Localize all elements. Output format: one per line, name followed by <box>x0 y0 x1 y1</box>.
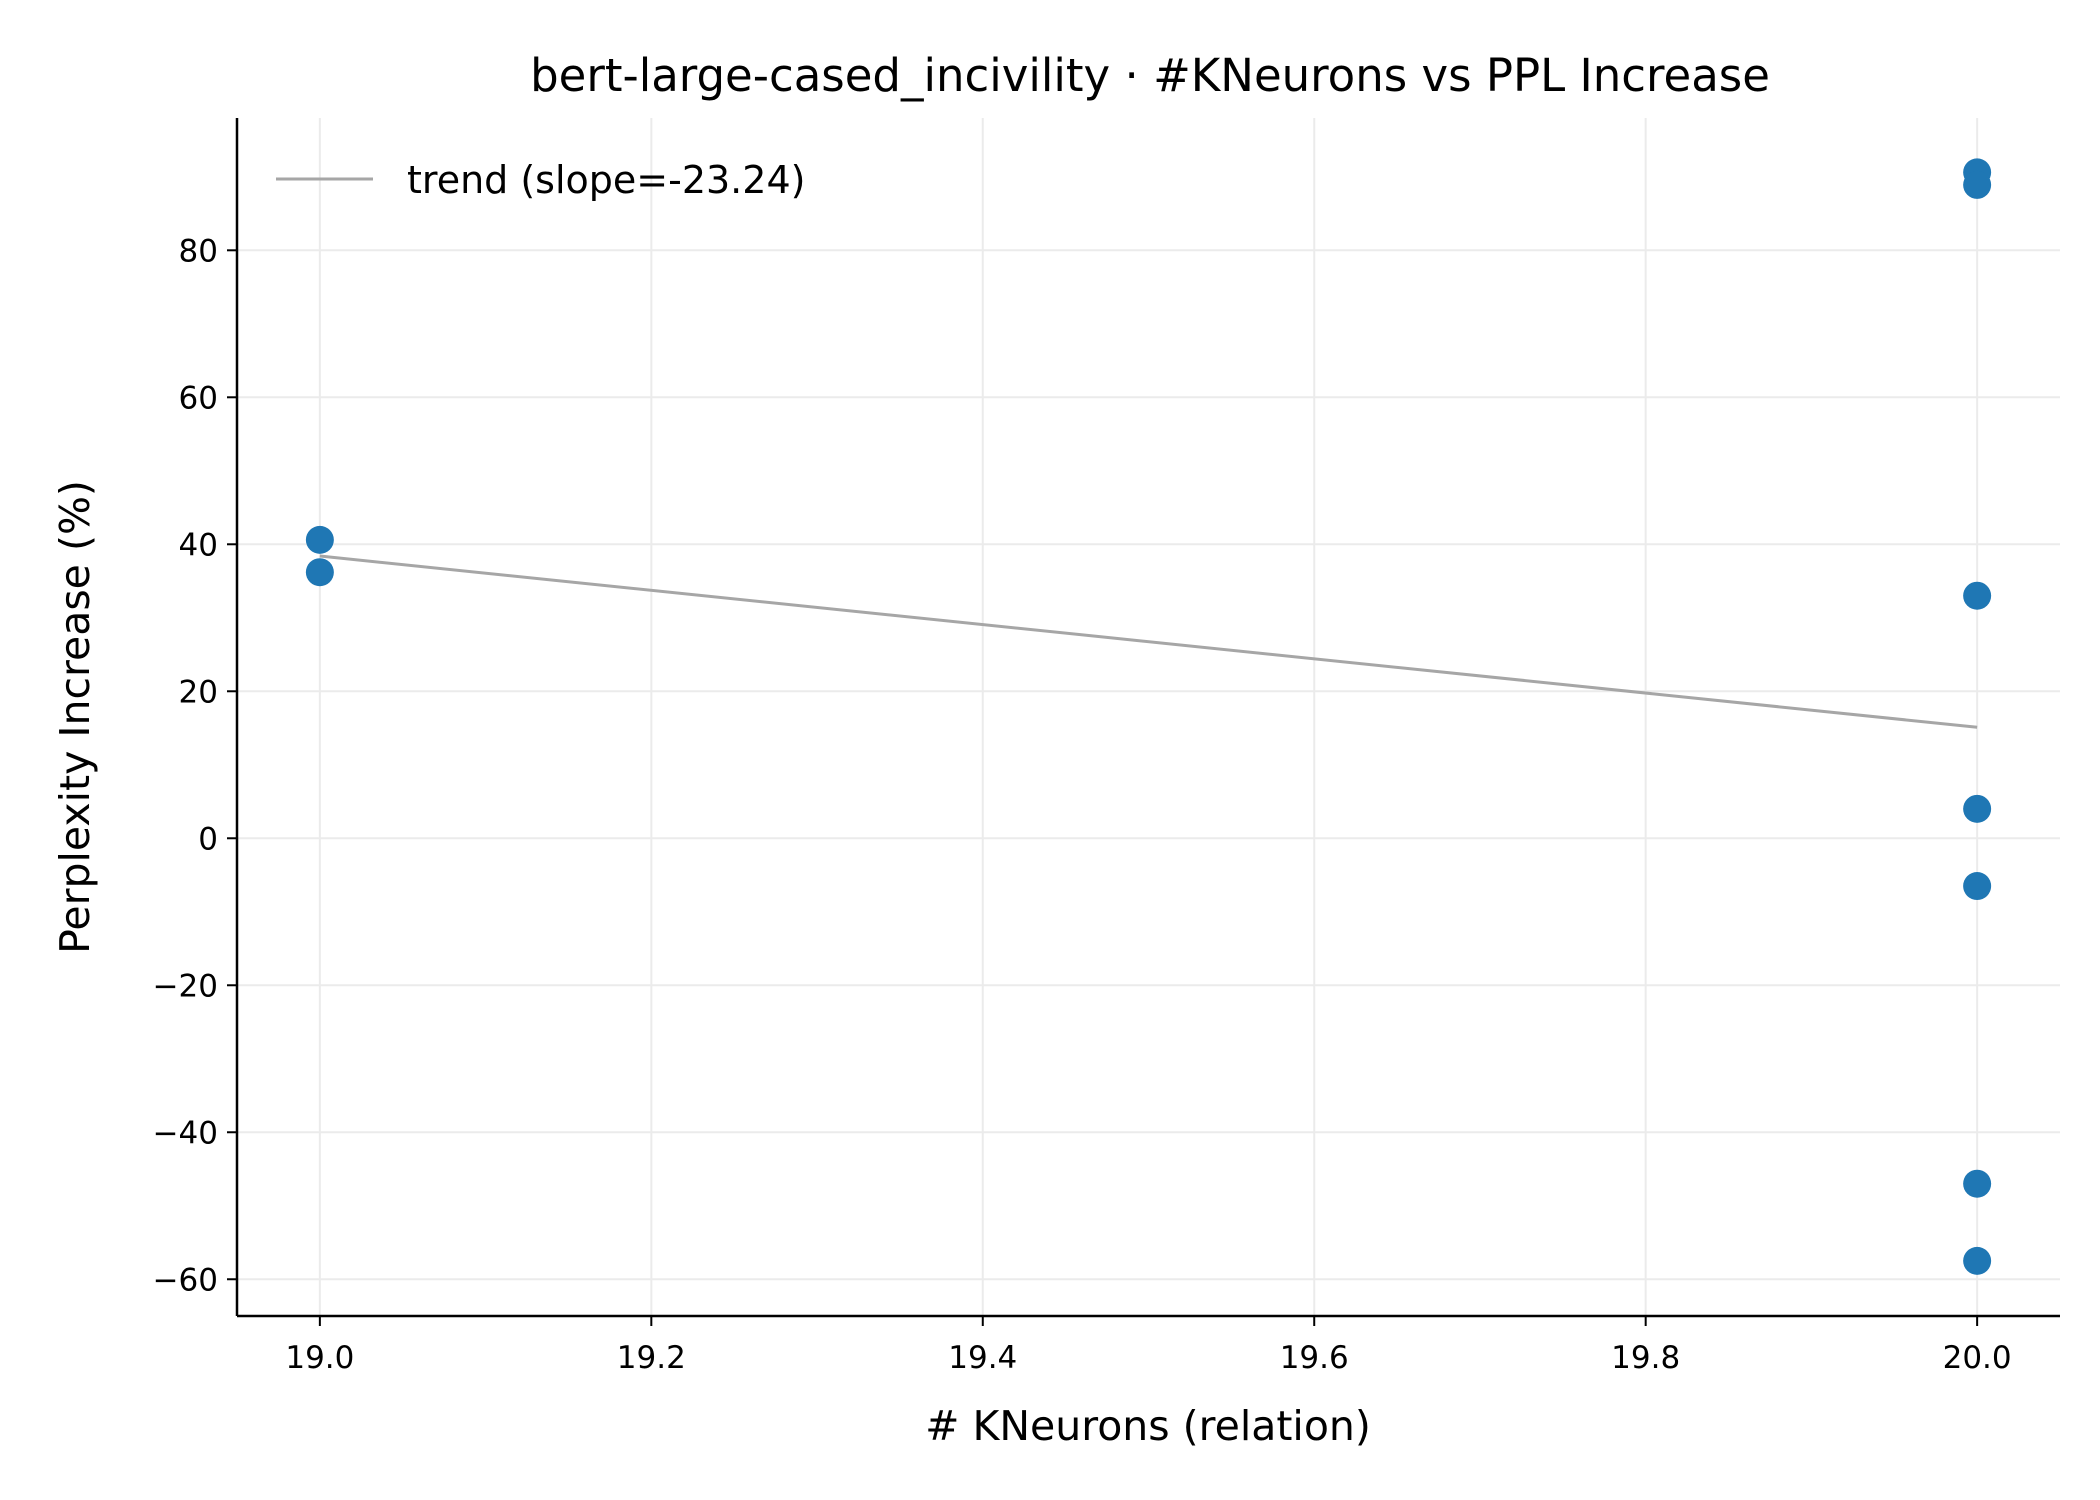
x-gridlines <box>318 118 1979 1316</box>
y-tick-label: 40 <box>179 527 218 563</box>
y-axis-ticks: −60 −40 −20 0 20 40 60 80 <box>153 233 237 1298</box>
y-gridlines <box>237 249 2060 1281</box>
x-tick-label: 19.8 <box>1611 1340 1680 1376</box>
y-tick-label: 0 <box>198 821 218 857</box>
data-point <box>305 558 334 587</box>
data-point <box>1963 872 1992 901</box>
x-tick-label: 19.6 <box>1280 1340 1349 1376</box>
chart-title: bert-large-cased_incivility · #KNeurons … <box>530 49 1770 102</box>
y-tick-label: −20 <box>153 968 218 1004</box>
data-point <box>1963 1169 1992 1198</box>
y-tick-label: 60 <box>179 380 218 416</box>
y-tick-label: −40 <box>153 1115 218 1151</box>
data-point <box>1963 170 1992 199</box>
y-axis-title: Perplexity Increase (%) <box>51 480 99 954</box>
x-tick-label: 19.4 <box>948 1340 1017 1376</box>
x-axis-title: # KNeurons (relation) <box>925 1402 1371 1450</box>
x-tick-label: 19.2 <box>617 1340 686 1376</box>
data-point <box>305 525 334 554</box>
data-point <box>1963 581 1992 610</box>
trend-line <box>319 554 1978 729</box>
data-points <box>305 158 1992 1275</box>
x-tick-label: 20.0 <box>1943 1340 2012 1376</box>
x-tick-label: 19.0 <box>285 1340 354 1376</box>
data-point <box>1963 794 1992 823</box>
y-tick-label: 80 <box>179 233 218 269</box>
y-tick-label: 20 <box>179 674 218 710</box>
legend-trend-label: trend (slope=-23.24) <box>407 158 805 202</box>
x-axis-ticks: 19.0 19.2 19.4 19.6 19.8 20.0 <box>285 1316 2012 1376</box>
y-tick-label: −60 <box>153 1262 218 1298</box>
legend: trend (slope=-23.24) <box>276 158 805 202</box>
data-point <box>1963 1246 1992 1275</box>
